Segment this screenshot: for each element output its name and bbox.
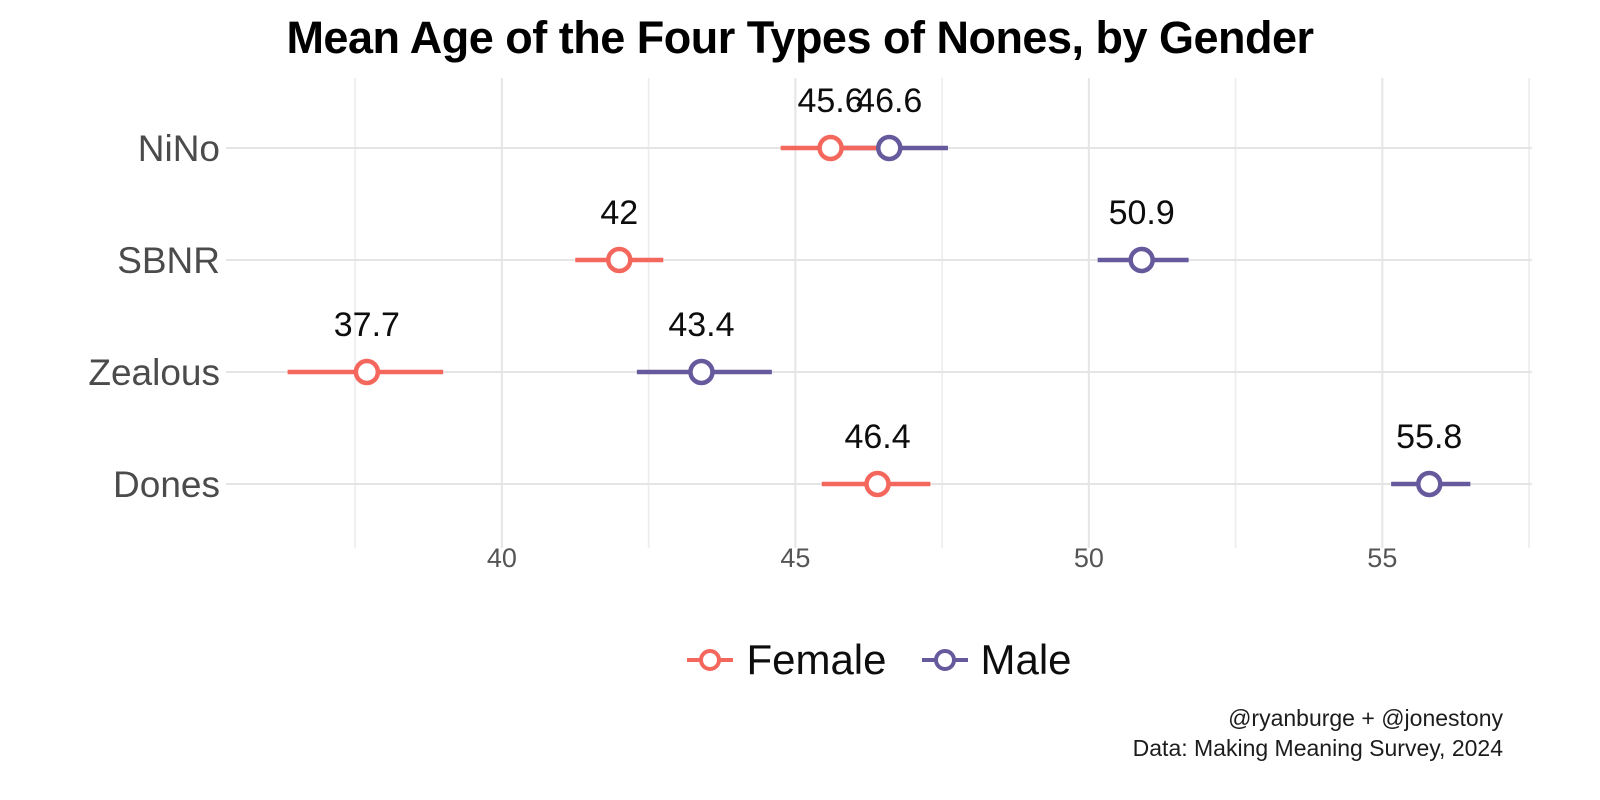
value-label-female-nino: 45.6: [797, 82, 863, 120]
legend-item-female: Female: [686, 636, 887, 684]
point-male-nino: [876, 134, 903, 162]
caption-authors: @ryanburge + @jonestony: [1228, 705, 1503, 731]
x-tick-label: 50: [1074, 543, 1104, 573]
value-label-female-dones: 46.4: [844, 418, 910, 456]
value-label-male-zealous: 43.4: [668, 306, 734, 344]
x-tick-label: 40: [487, 543, 517, 573]
point-male-sbnr: [1128, 246, 1155, 274]
y-axis-label-sbnr: SBNR: [117, 240, 220, 281]
x-tick-label: 55: [1367, 543, 1397, 573]
legend-item-male: Male: [921, 636, 1072, 684]
point-female-zealous: [353, 358, 381, 386]
source-caption: @ryanburge + @jonestony Data: Making Mea…: [1133, 703, 1503, 764]
value-label-male-nino: 46.6: [856, 82, 922, 120]
female-pointrange-icon: [687, 649, 734, 671]
point-male-zealous: [688, 358, 715, 386]
chart-title: Mean Age of the Four Types of Nones, by …: [286, 12, 1314, 63]
point-male-dones: [1416, 470, 1443, 498]
y-axis-label-nino: NiNo: [138, 128, 220, 169]
value-label-male-dones: 55.8: [1396, 418, 1462, 456]
value-label-female-sbnr: 42: [600, 194, 638, 232]
point-female-nino: [817, 134, 844, 162]
point-female-dones: [864, 470, 891, 498]
value-label-female-zealous: 37.7: [334, 306, 400, 344]
legend-label-female: Female: [746, 636, 887, 683]
caption-source: Data: Making Meaning Survey, 2024: [1132, 735, 1503, 762]
y-axis-label-dones: Dones: [113, 464, 220, 505]
male-pointrange-icon: [921, 649, 968, 671]
x-tick-label: 45: [780, 543, 810, 573]
legend-label-male: Male: [980, 636, 1072, 683]
point-female-sbnr: [606, 246, 633, 274]
value-label-male-sbnr: 50.9: [1109, 194, 1175, 232]
legend: Female Male: [226, 636, 1532, 684]
y-axis-label-zealous: Zealous: [88, 352, 220, 393]
